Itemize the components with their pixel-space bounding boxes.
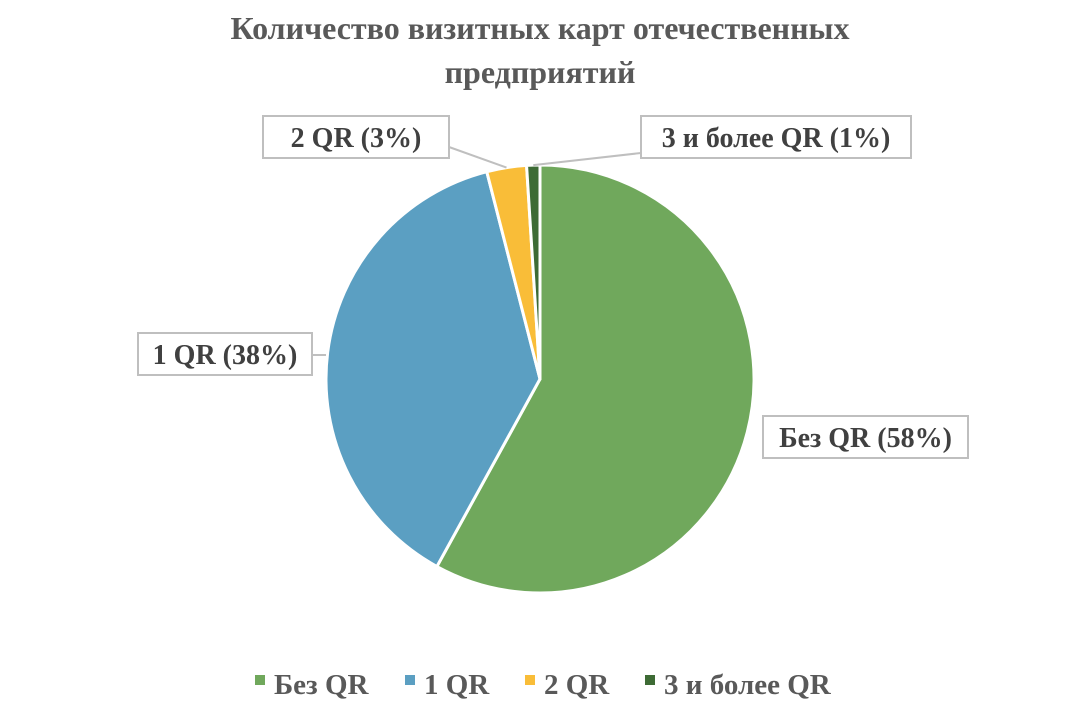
data-label-1-qr: 1 QR (38%) — [153, 340, 298, 371]
pie-slice-1-qr — [324, 170, 542, 569]
data-label-bez-qr: Без QR (58%) — [779, 423, 952, 454]
pie-slice-bez-qr — [435, 163, 756, 595]
legend-label-3-plus-qr: 3 и более QR — [664, 669, 832, 701]
legend-label-bez-qr: Без QR — [274, 669, 370, 701]
leader-line-3-plus-qr — [533, 152, 642, 167]
chart-title: Количество визитных карт отечественных п… — [0, 6, 1080, 94]
data-label-3-plus-qr: 3 и более QR (1%) — [662, 123, 891, 154]
legend-marker-bez-qr — [255, 675, 265, 685]
data-label-box-1-qr — [137, 332, 313, 376]
leader-line-2-qr — [448, 137, 507, 169]
legend-label-2-qr: 2 QR — [544, 669, 610, 701]
chart-title-line-2: предприятий — [444, 54, 636, 90]
data-label-box-bez-qr — [762, 415, 969, 459]
legend-marker-3-plus-qr — [645, 675, 655, 685]
chart-title-line-1: Количество визитных карт отечественных — [230, 10, 850, 46]
data-label-box-2-qr — [262, 115, 450, 159]
legend-label-1-qr: 1 QR — [424, 669, 490, 701]
legend-marker-1-qr — [405, 675, 415, 685]
data-label-box-3-plus-qr — [640, 115, 912, 159]
legend-marker-2-qr — [525, 675, 535, 685]
data-label-2-qr: 2 QR (3%) — [291, 123, 422, 154]
